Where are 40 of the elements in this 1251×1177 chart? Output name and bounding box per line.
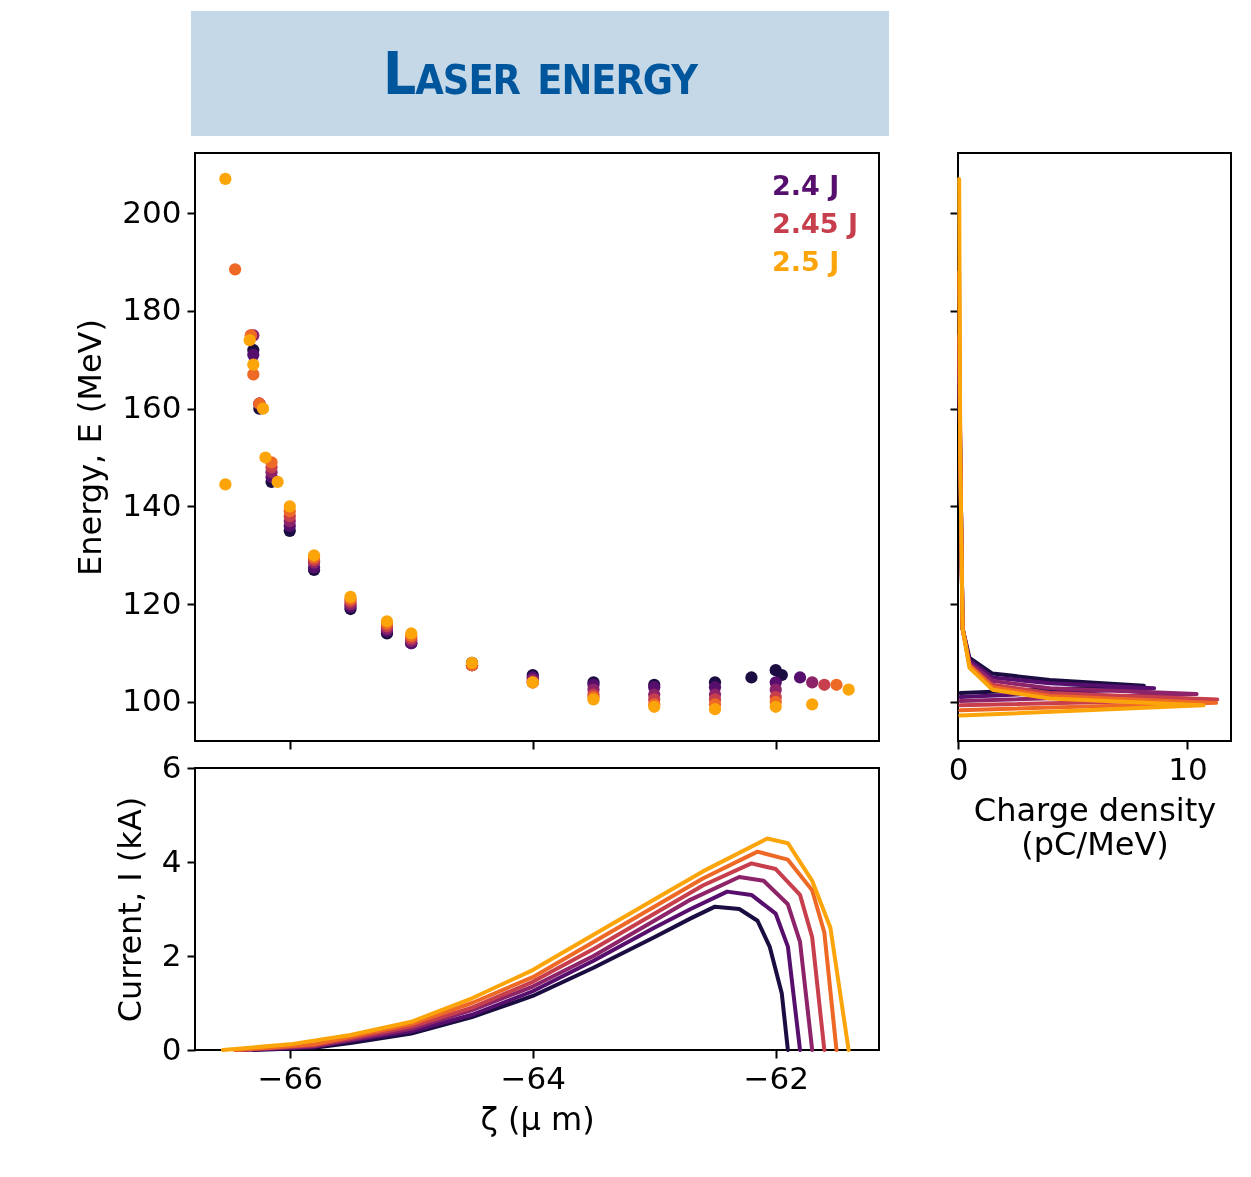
y-tick-label: 160: [122, 389, 182, 426]
point: [283, 500, 296, 513]
text: 2.45 J: [772, 207, 859, 239]
point: [806, 676, 819, 689]
point: [247, 358, 260, 371]
chart-title: Laser energy: [191, 11, 889, 136]
point: [806, 698, 819, 711]
y-axis-title: Energy, E (MeV): [71, 319, 110, 576]
text: 2.4 J: [772, 169, 840, 201]
x-axis-title: Charge density (pC/MeV): [973, 790, 1217, 863]
x-tick-label: 10: [1168, 750, 1208, 787]
x-axis-title: ζ (μ m): [480, 1099, 595, 1138]
point: [818, 678, 831, 691]
point: [271, 475, 284, 489]
point: [256, 402, 270, 415]
y-axis-title: Current, I (kA): [110, 796, 149, 1023]
y-tick-label: 4: [161, 842, 182, 879]
point: [228, 263, 242, 276]
y-tick-label: 2: [161, 936, 182, 973]
point: [769, 700, 782, 713]
point: [708, 703, 722, 716]
y-tick-label: 180: [122, 291, 182, 328]
x-tick-label: −62: [743, 1059, 809, 1096]
point: [842, 683, 855, 696]
text: 2.5 J: [772, 245, 840, 277]
point: [243, 334, 256, 347]
point: [219, 478, 232, 491]
point: [830, 678, 843, 691]
y-tick-label: 120: [122, 584, 182, 621]
y-tick-label: 0: [161, 1030, 182, 1067]
y-tick-label: 6: [161, 748, 182, 785]
y-tick-label: 200: [122, 193, 182, 230]
x-tick-label: −64: [500, 1059, 566, 1096]
point: [793, 671, 807, 684]
point: [745, 671, 758, 684]
point: [219, 172, 232, 186]
x-tick-label: −66: [257, 1059, 323, 1096]
y-tick-label: 100: [122, 682, 182, 719]
y-tick-label: 140: [122, 486, 182, 523]
point: [259, 451, 272, 464]
